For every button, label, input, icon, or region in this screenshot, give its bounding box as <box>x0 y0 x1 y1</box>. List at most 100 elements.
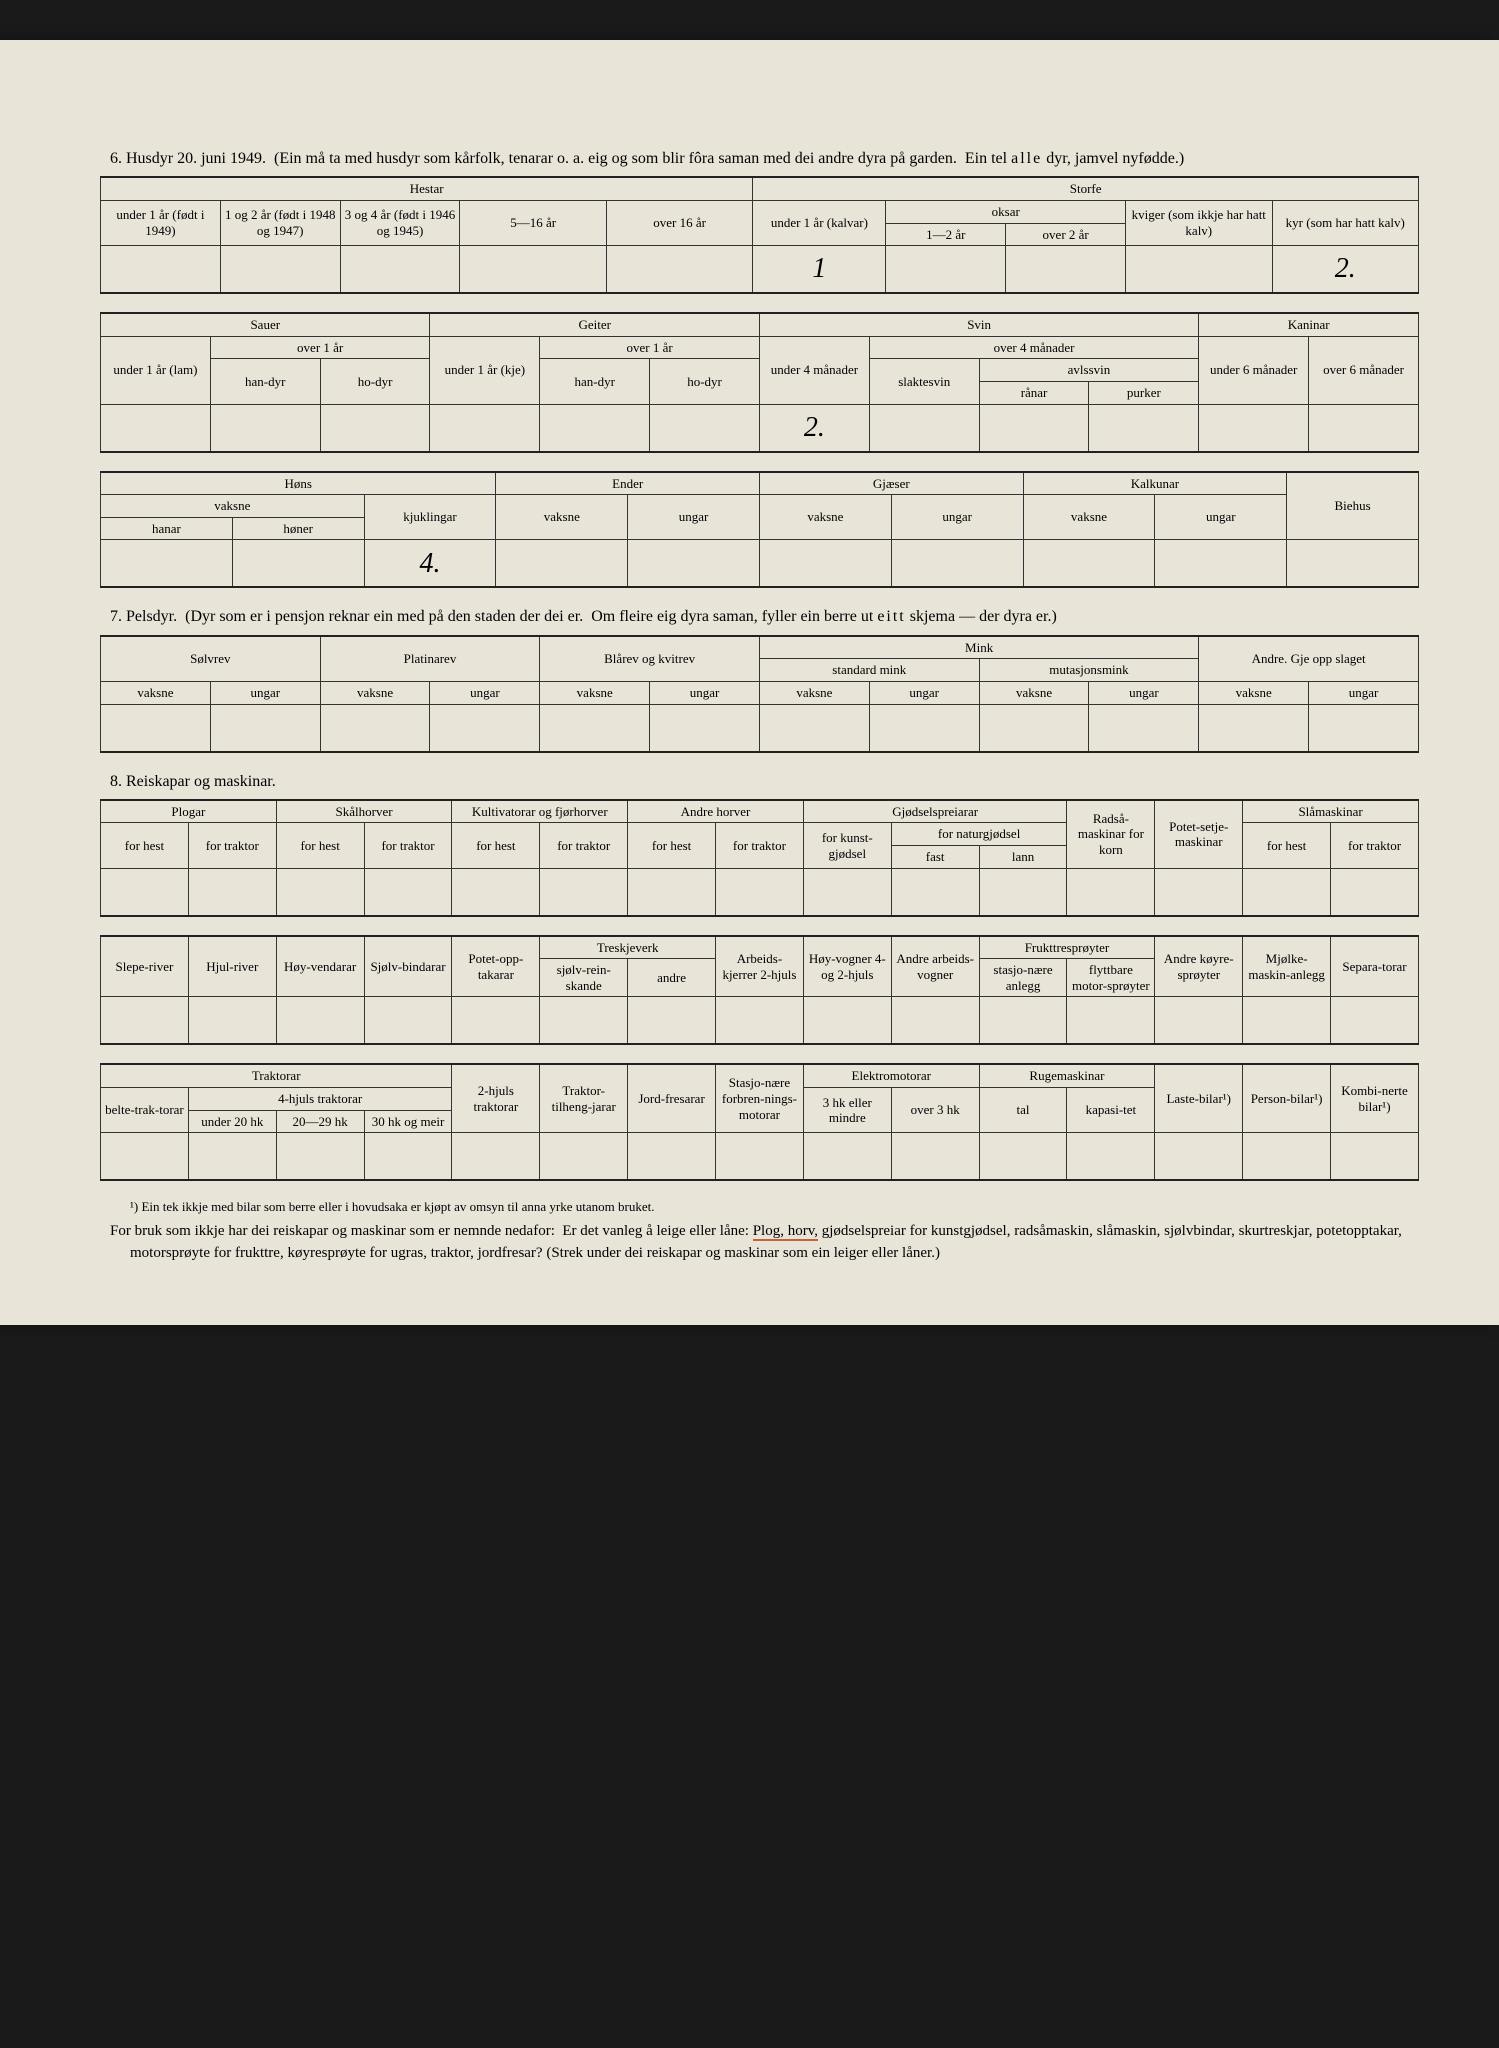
th: Stasjo-nære forbren-nings-motorar <box>716 1064 804 1132</box>
cell <box>101 868 189 916</box>
th: hanar <box>101 517 233 540</box>
cell <box>1243 997 1331 1045</box>
th: han-dyr <box>540 359 650 404</box>
th: Elektromotorar <box>803 1064 979 1087</box>
cell <box>1331 868 1419 916</box>
th: over 2 år <box>1006 223 1126 246</box>
th: for naturgjødsel <box>891 823 1067 846</box>
th: for hest <box>1243 823 1331 868</box>
bottom-text: For bruk som ikkje har dei reiskapar og … <box>130 1221 1419 1265</box>
section7-heading: 7. Pelsdyr. (Dyr som er i pensjon reknar… <box>130 606 1419 628</box>
th: slaktesvin <box>869 359 979 404</box>
cell <box>364 868 452 916</box>
th: over 16 år <box>606 200 752 245</box>
th: Kaninar <box>1199 313 1419 336</box>
cell <box>759 540 891 588</box>
th: avlssvin <box>979 359 1199 382</box>
th: over 1 år <box>540 336 760 359</box>
th: over 6 månader <box>1309 336 1419 404</box>
cell <box>210 404 320 452</box>
th: 3 og 4 år (født i 1946 og 1945) <box>340 200 460 245</box>
cell <box>1309 704 1419 752</box>
cell <box>1331 997 1419 1045</box>
th: over 1 år <box>210 336 430 359</box>
section6-heading: 6. Husdyr 20. juni 1949. (Ein må ta med … <box>130 148 1419 170</box>
cell <box>1155 868 1243 916</box>
cell <box>1067 1133 1155 1181</box>
th: Andre køyre-sprøyter <box>1155 936 1243 997</box>
th: for traktor <box>364 823 452 868</box>
th: for traktor <box>540 823 628 868</box>
cell <box>979 704 1089 752</box>
th: Kalkunar <box>1023 472 1287 495</box>
cell <box>101 404 211 452</box>
cell <box>540 1133 628 1181</box>
cell <box>210 704 320 752</box>
section8-heading: 8. Reiskapar og maskinar. <box>130 771 1419 793</box>
th: 1 og 2 år (født i 1948 og 1947) <box>220 200 340 245</box>
cell <box>1023 540 1155 588</box>
cell <box>496 540 628 588</box>
cell <box>276 868 364 916</box>
th: 30 hk og meir <box>364 1110 452 1133</box>
cell <box>716 1133 804 1181</box>
cell <box>869 704 979 752</box>
cell <box>1199 404 1309 452</box>
th: Høy-vogner 4- og 2-hjuls <box>803 936 891 997</box>
th: tal <box>979 1088 1067 1133</box>
th: vaksne <box>1023 495 1155 540</box>
cell <box>759 704 869 752</box>
th: vaksne <box>320 681 430 704</box>
th: standard mink <box>759 659 979 682</box>
document-page: 6. Husdyr 20. juni 1949. (Ein må ta med … <box>0 40 1499 1325</box>
th: vaksne <box>496 495 628 540</box>
cell <box>1155 1133 1243 1181</box>
cell <box>540 404 650 452</box>
th: kviger (som ikkje har hatt kalv) <box>1126 200 1272 245</box>
th: Gjødselspreiarar <box>803 800 1067 823</box>
cell <box>1067 868 1155 916</box>
th: 2-hjuls traktorar <box>452 1064 540 1132</box>
th: for traktor <box>188 823 276 868</box>
th: vaksne <box>1199 681 1309 704</box>
th: Potet-opp-takarar <box>452 936 540 997</box>
th: under 1 år (født i 1949) <box>101 200 221 245</box>
cell <box>232 540 364 588</box>
th: for hest <box>628 823 716 868</box>
th: Frukttresprøyter <box>979 936 1155 959</box>
th: ungar <box>650 681 760 704</box>
th: kjuklingar <box>364 495 496 540</box>
th: for hest <box>101 823 189 868</box>
cell <box>716 868 804 916</box>
th: ungar <box>210 681 320 704</box>
cell <box>320 704 430 752</box>
th: under 20 hk <box>188 1110 276 1133</box>
th: Ender <box>496 472 760 495</box>
cell <box>716 997 804 1045</box>
th: høner <box>232 517 364 540</box>
cell <box>540 997 628 1045</box>
th: Treskjeverk <box>540 936 716 959</box>
cell <box>364 997 452 1045</box>
cell <box>1243 1133 1331 1181</box>
th: for traktor <box>716 823 804 868</box>
th: for hest <box>452 823 540 868</box>
cell <box>101 540 233 588</box>
cell <box>276 1133 364 1181</box>
table-sauer-geiter-svin-kaninar: Sauer Geiter Svin Kaninar under 1 år (la… <box>100 312 1419 452</box>
cell <box>430 704 540 752</box>
th: vaksne <box>101 495 365 518</box>
th: 4-hjuls traktorar <box>188 1088 452 1111</box>
th: purker <box>1089 381 1199 404</box>
cell <box>540 704 650 752</box>
cell <box>979 868 1067 916</box>
cell <box>606 246 752 294</box>
cell <box>891 997 979 1045</box>
cell <box>1331 1133 1419 1181</box>
cell <box>628 868 716 916</box>
th: oksar <box>886 200 1126 223</box>
th: Andre horver <box>628 800 804 823</box>
cell <box>1309 404 1419 452</box>
cell: 2. <box>759 404 869 452</box>
cell <box>540 868 628 916</box>
